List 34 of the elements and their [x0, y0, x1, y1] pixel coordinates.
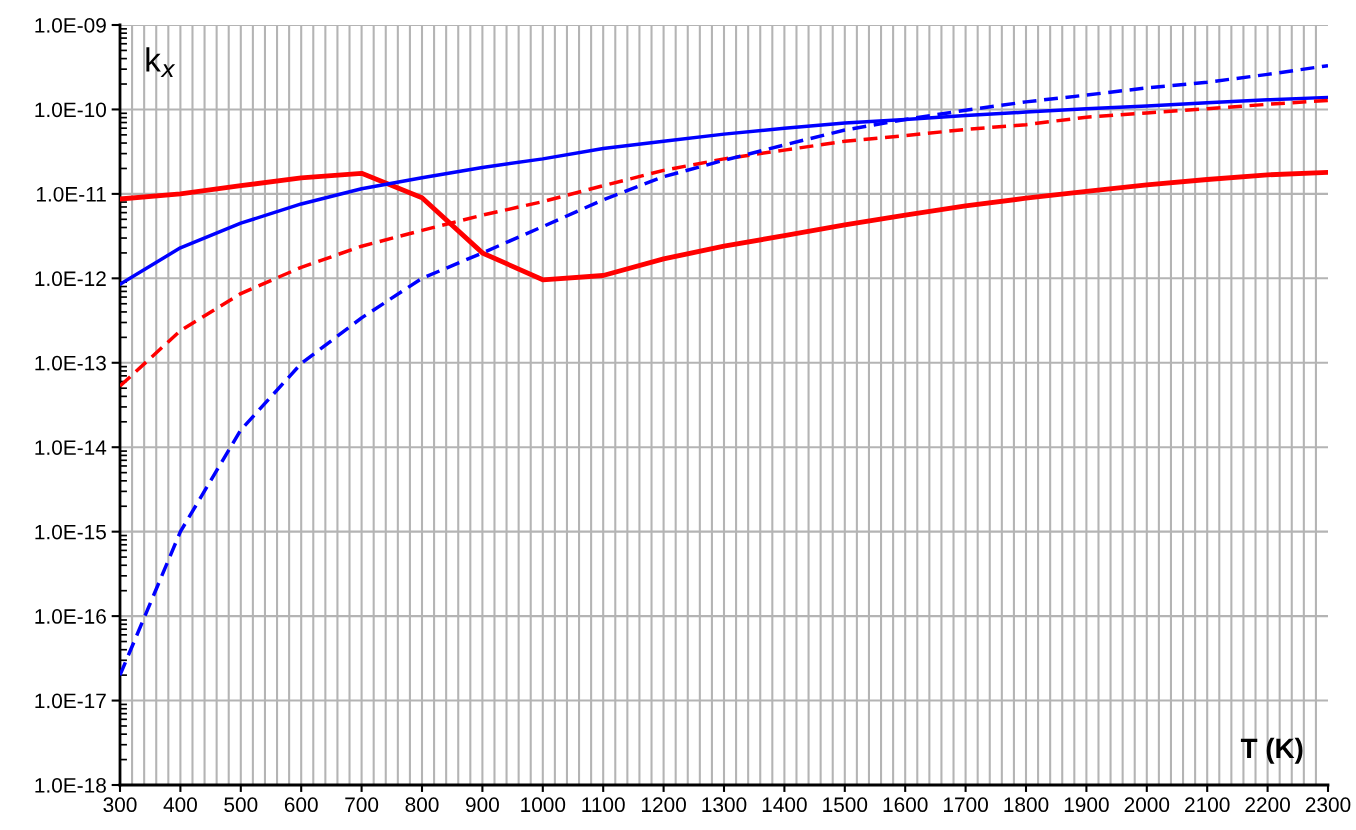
x-tick-label: 2100: [1185, 797, 1230, 813]
y-axis-title: k$_{x}$: [146, 47, 176, 77]
y-tick-label: 1.0E-14: [35, 440, 107, 455]
x-tick-label: 2300: [1305, 797, 1351, 813]
x-tick-label: 700: [345, 797, 379, 813]
x-tick-label: 1500: [823, 797, 868, 813]
y-tick-label: 1.0E-11: [36, 186, 106, 202]
x-tick-label: 800: [405, 797, 439, 813]
x-tick-label: 400: [163, 797, 197, 813]
y-tick-label: 1.0E-16: [35, 609, 106, 624]
x-tick-label: 300: [103, 797, 137, 813]
y-tick-label: 1.0E-15: [35, 524, 106, 540]
x-tick-label: 500: [224, 797, 258, 813]
x-tick-label: 1300: [702, 797, 747, 813]
x-tick-label: 900: [466, 797, 499, 813]
x-tick-label: 600: [284, 797, 318, 813]
x-tick-label: 2000: [1124, 797, 1170, 813]
line-series: [120, 98, 1328, 388]
x-tick-label: 1200: [642, 797, 686, 813]
y-tick-label: 1.0E-12: [35, 271, 106, 287]
x-tick-label: 2200: [1245, 797, 1290, 813]
y-tick-label: 1.0E-18: [35, 778, 106, 793]
y-tick-label: 1.0E-17: [35, 693, 106, 709]
x-tick-label: 1100: [582, 797, 625, 813]
x-axis-title: T (K): [1240, 737, 1303, 764]
x-tick-label: 1800: [1004, 797, 1049, 813]
y-tick-label: 1.0E-10: [35, 102, 106, 118]
x-tick-label: 1000: [521, 797, 566, 813]
x-tick-label: 1400: [762, 797, 807, 813]
y-tick-label: 1.0E-09: [35, 18, 106, 33]
x-tick-label: 1700: [944, 797, 988, 813]
x-tick-label: 1900: [1064, 797, 1109, 813]
y-tick-label: 1.0E-13: [35, 355, 106, 371]
x-tick-label: 1600: [883, 797, 928, 813]
